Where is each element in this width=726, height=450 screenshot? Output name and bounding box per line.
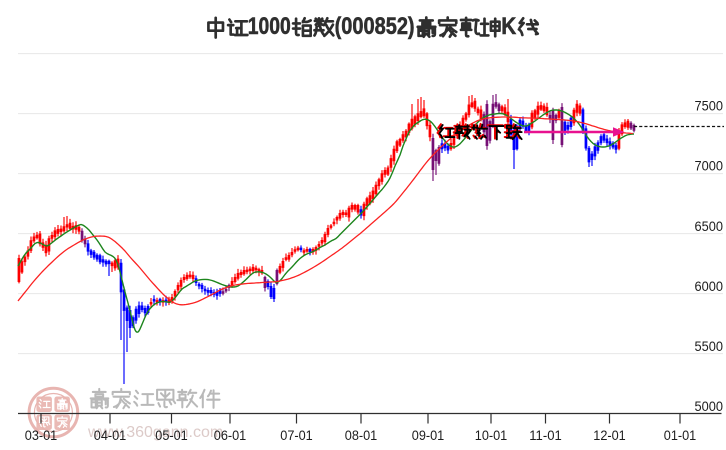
- svg-text:6500: 6500: [695, 219, 724, 234]
- svg-text:07-01: 07-01: [280, 428, 313, 443]
- svg-text:(000852): (000852): [335, 13, 415, 40]
- svg-text:5500: 5500: [695, 339, 724, 354]
- svg-text:K: K: [501, 13, 517, 40]
- svg-text:6000: 6000: [695, 279, 724, 294]
- svg-text:www.360gann.com: www.360gann.com: [87, 424, 223, 441]
- svg-text:08-01: 08-01: [345, 428, 378, 443]
- svg-text:06-01: 06-01: [214, 428, 247, 443]
- svg-text:1000: 1000: [248, 13, 291, 40]
- svg-text:01-01: 01-01: [664, 428, 697, 443]
- svg-text:10-01: 10-01: [475, 428, 508, 443]
- svg-text:11-01: 11-01: [529, 428, 562, 443]
- svg-text:09-01: 09-01: [412, 428, 445, 443]
- svg-text:04-01: 04-01: [94, 428, 127, 443]
- svg-text:5000: 5000: [695, 399, 724, 414]
- svg-text:03-01: 03-01: [25, 428, 58, 443]
- svg-text:7000: 7000: [695, 159, 724, 174]
- svg-text:7500: 7500: [695, 99, 724, 114]
- svg-text:05-01: 05-01: [155, 428, 188, 443]
- svg-text:12-01: 12-01: [593, 428, 626, 443]
